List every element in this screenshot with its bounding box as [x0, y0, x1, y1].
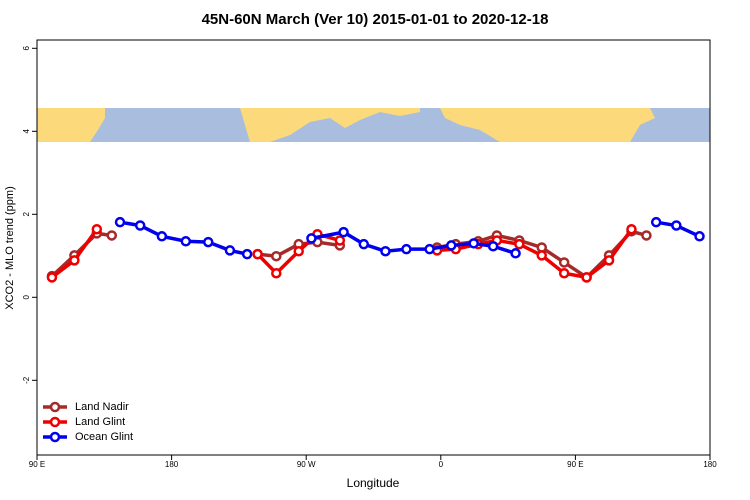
x-tick-label: 180 [703, 460, 717, 469]
series-line [311, 230, 517, 255]
data-point [180, 236, 192, 247]
data-point [271, 250, 282, 262]
y-tick-label: 0 [22, 295, 31, 300]
legend-label: Land Nadir [75, 401, 129, 413]
data-point [446, 240, 457, 251]
data-point [252, 248, 263, 260]
legend-label: Land Glint [75, 416, 125, 428]
data-point [106, 230, 118, 241]
data-point [671, 220, 682, 231]
plot-frame [36, 39, 711, 456]
data-point [114, 216, 126, 228]
data-point [581, 272, 592, 283]
x-tick-label: 90 E [567, 460, 583, 469]
data-point [338, 226, 349, 238]
data-point [293, 245, 304, 257]
data-point [358, 238, 370, 250]
data-point [468, 238, 479, 249]
legend-marker [49, 431, 61, 443]
data-point [334, 235, 346, 246]
data-point [603, 255, 615, 266]
y-tick-label: 2 [22, 212, 31, 217]
x-tick-label: 90 E [29, 460, 45, 469]
data-point [510, 248, 521, 259]
data-point [91, 223, 103, 235]
data-point [424, 243, 435, 255]
y-tick-label: -2 [22, 376, 31, 384]
x-tick-label: 180 [165, 460, 179, 469]
data-point [694, 231, 705, 242]
y-tick-label: 4 [22, 129, 31, 134]
data-point [650, 216, 662, 228]
legend-marker [49, 401, 61, 413]
data-point [156, 231, 168, 242]
data-point [641, 230, 652, 241]
data-point [536, 250, 547, 261]
data-point [401, 243, 412, 255]
data-point [202, 236, 214, 248]
data-point [514, 238, 525, 250]
legend-label: Ocean Glint [75, 431, 133, 443]
data-point [380, 245, 391, 257]
x-axis-label: Longitude [347, 476, 400, 490]
y-tick-label: 6 [22, 46, 31, 51]
data-point [46, 272, 58, 283]
x-tick-label: 0 [439, 460, 444, 469]
data-point [224, 245, 236, 256]
data-point [69, 255, 80, 266]
series-line [436, 228, 633, 280]
data-point [626, 223, 637, 235]
world-map-band [37, 108, 710, 142]
data-point [558, 257, 570, 268]
data-point [558, 267, 570, 279]
legend-marker [49, 416, 61, 428]
data-point [134, 220, 146, 231]
y-axis-label: XCO2 - MLO trend (ppm) [4, 186, 16, 309]
data-point [241, 248, 253, 260]
data-point [487, 241, 499, 252]
data-point [271, 267, 282, 279]
x-tick-label: 90 W [297, 460, 316, 469]
chart-title: 45N-60N March (Ver 10) 2015-01-01 to 202… [202, 11, 549, 28]
data-point [306, 233, 317, 244]
